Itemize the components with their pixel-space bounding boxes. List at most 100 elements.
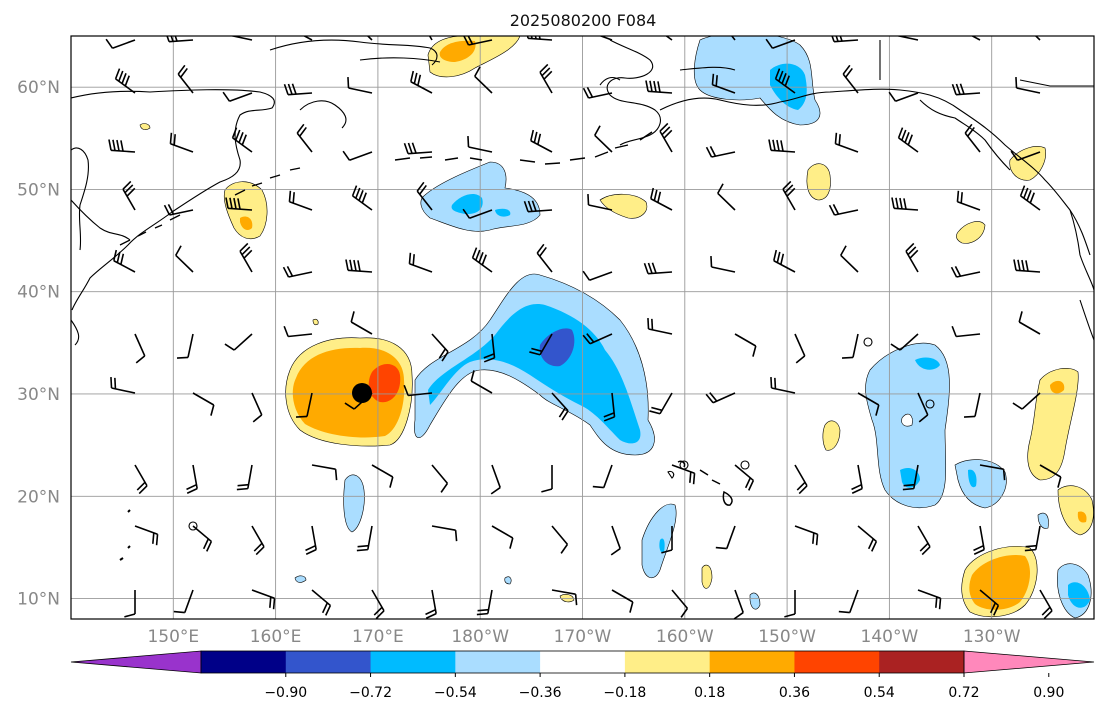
colorbar-segment xyxy=(540,651,626,673)
wind-barb xyxy=(134,525,159,546)
wind-barb xyxy=(108,139,136,153)
wind-barb xyxy=(1018,311,1041,335)
wind-barb xyxy=(1039,464,1062,488)
wind-barb xyxy=(296,123,313,153)
wind-barb xyxy=(491,525,514,549)
wind-barb xyxy=(431,464,449,493)
colorbar-tick-label: −0.54 xyxy=(434,685,477,701)
wind-barb xyxy=(964,123,981,153)
wind-barb xyxy=(1039,589,1053,619)
wind-barb xyxy=(551,525,569,554)
colorbar-segment xyxy=(285,651,372,673)
colorbar-tick-label: 0.18 xyxy=(694,685,725,701)
wind-barb xyxy=(124,590,136,618)
wind-barb xyxy=(784,590,796,618)
wind-barb xyxy=(650,187,673,211)
wind-barb xyxy=(717,183,736,211)
wind-barb xyxy=(345,259,373,273)
wind-barb xyxy=(295,392,313,418)
wind-barb xyxy=(603,392,616,422)
wind-barb xyxy=(403,384,433,397)
wind-barb xyxy=(1010,150,1041,161)
wind-barb xyxy=(897,127,919,153)
wind-barb xyxy=(734,333,757,357)
wind-barb xyxy=(134,333,146,364)
wind-barb xyxy=(891,197,919,211)
wind-barb xyxy=(857,392,880,416)
wind-barb xyxy=(282,265,313,278)
colorbar-segment xyxy=(370,651,456,673)
wind-barb xyxy=(474,66,493,94)
wind-barb xyxy=(371,589,385,619)
wind-barb xyxy=(350,311,373,335)
wind-barb xyxy=(671,589,689,618)
lat-tick-label: 60°N xyxy=(17,78,60,98)
wind-barb xyxy=(770,376,796,394)
lat-tick-label: 30°N xyxy=(17,385,60,405)
wind-barb xyxy=(529,333,553,356)
wind-barb xyxy=(176,333,194,359)
storm-center-marker xyxy=(352,383,372,403)
wind-barb xyxy=(539,63,553,94)
wind-barb xyxy=(311,464,338,481)
wind-barb xyxy=(347,76,373,94)
wind-barb xyxy=(403,142,433,155)
gridlines xyxy=(71,36,1094,619)
wind-barb xyxy=(705,392,736,404)
wind-barb xyxy=(711,73,736,94)
coastlines xyxy=(71,39,1094,561)
wind-barb xyxy=(794,464,808,495)
lon-tick-label: 180°W xyxy=(451,627,509,647)
colorbar-tick-label: 0.36 xyxy=(779,685,810,701)
lon-tick-label: 150°W xyxy=(758,627,816,647)
latitude-labels: 10°N 20°N 30°N 40°N 50°N 60°N xyxy=(17,78,60,609)
lon-tick-label: 130°W xyxy=(963,627,1021,647)
wind-barb xyxy=(951,325,981,338)
wind-barb xyxy=(582,86,613,99)
wind-barb xyxy=(970,36,981,41)
map-area xyxy=(71,36,1094,619)
wind-barb xyxy=(838,589,859,614)
lon-tick-label: 140°W xyxy=(861,627,919,647)
wind-barb xyxy=(611,589,634,613)
wind-barb xyxy=(851,464,863,495)
wind-barb xyxy=(905,242,919,273)
lon-tick-label: 170°W xyxy=(554,627,612,647)
wind-barb xyxy=(963,392,981,418)
wind-barb xyxy=(973,525,985,556)
colorbar: −0.90 −0.72 −0.54 −0.36 −0.18 0.18 0.36 0.54 0.7… xyxy=(70,650,1095,701)
wind-barb xyxy=(950,265,981,278)
wind-barb xyxy=(902,464,919,491)
wind-barb xyxy=(476,589,493,616)
wind-barb xyxy=(768,139,796,153)
wind-barb xyxy=(134,464,148,495)
wind-barb xyxy=(416,181,433,211)
wind-barb xyxy=(536,243,553,273)
wind-barb xyxy=(890,333,919,351)
wind-barb xyxy=(705,145,736,158)
wind-barb xyxy=(366,36,373,41)
wind-barb xyxy=(177,64,194,94)
lon-tick-label: 170°E xyxy=(352,627,404,647)
wind-barb xyxy=(774,68,796,94)
wind-barb xyxy=(857,525,878,552)
wind-barb xyxy=(582,270,613,281)
lat-tick-label: 40°N xyxy=(17,283,60,303)
wind-barb xyxy=(647,317,673,335)
wind-barb xyxy=(225,197,253,211)
wind-barb xyxy=(351,185,373,211)
wind-barb xyxy=(834,132,859,153)
wind-barb xyxy=(888,91,919,102)
wind-barb xyxy=(408,252,433,273)
wind-barb xyxy=(169,132,194,153)
wind-barb xyxy=(1034,36,1041,41)
wind-barb xyxy=(659,122,673,153)
wind-barb xyxy=(192,525,213,552)
colorbar-segment xyxy=(879,651,965,673)
wind-barb xyxy=(302,36,313,41)
colorbar-extend-min xyxy=(70,650,202,674)
wind-barb xyxy=(490,464,501,495)
wind-barb xyxy=(463,36,493,46)
wind-barb xyxy=(645,80,673,94)
